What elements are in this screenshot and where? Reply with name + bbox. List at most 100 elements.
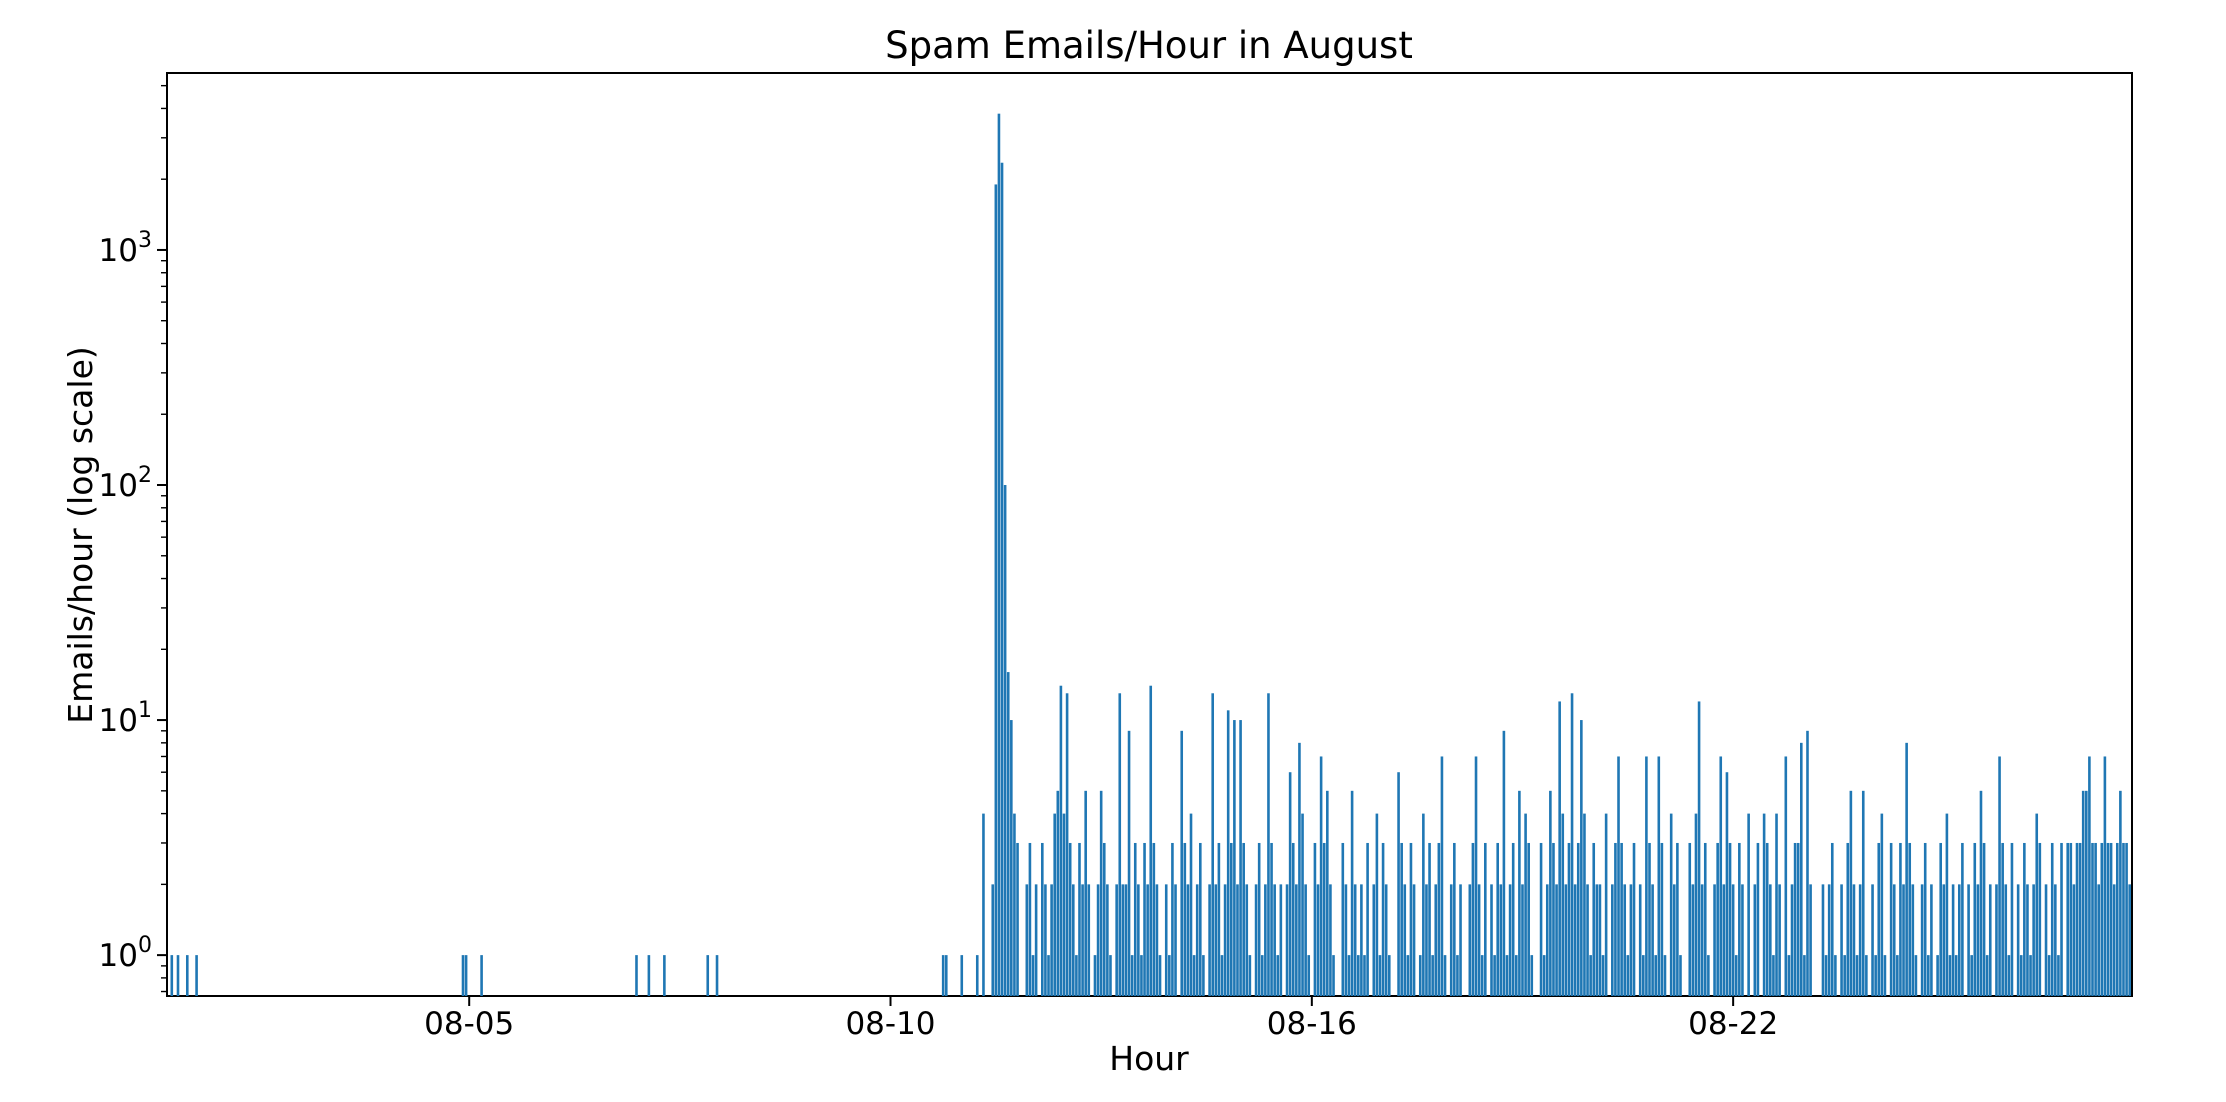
bar	[991, 884, 995, 996]
bar	[1762, 813, 1766, 996]
bar	[1068, 842, 1072, 996]
bar	[1171, 842, 1174, 996]
bar	[1010, 720, 1013, 996]
bar	[1505, 955, 1509, 996]
bar	[1084, 790, 1087, 996]
bar	[1360, 884, 1363, 996]
bar	[1883, 955, 1887, 996]
bar	[1561, 813, 1565, 996]
bar	[1800, 742, 1803, 996]
x-tick-label: 08-10	[845, 1006, 935, 1042]
bar	[1669, 813, 1673, 996]
bar	[1412, 884, 1416, 996]
bar	[1363, 955, 1366, 996]
bar	[1787, 955, 1791, 996]
bar	[2066, 842, 2070, 996]
bar	[1514, 955, 1518, 996]
bar	[1586, 884, 1589, 996]
bar	[1539, 842, 1543, 996]
bar	[2035, 813, 2039, 996]
bar	[1734, 955, 1738, 996]
bar	[1431, 955, 1434, 996]
bar	[1592, 842, 1596, 996]
bar	[1611, 884, 1614, 996]
bar	[1229, 842, 1233, 996]
bar	[1595, 884, 1599, 996]
bar	[1694, 813, 1698, 996]
bar	[1065, 693, 1069, 996]
bar	[1016, 842, 1019, 996]
bar	[1676, 842, 1679, 996]
bar	[1400, 842, 1403, 996]
bar	[1849, 790, 1853, 996]
bar	[1422, 813, 1425, 996]
bar	[1583, 813, 1586, 996]
bar	[1000, 162, 1004, 997]
bar	[1945, 813, 1949, 996]
bar	[1313, 842, 1317, 996]
bar	[1657, 756, 1661, 996]
bar	[1703, 842, 1707, 996]
bar	[1220, 955, 1224, 996]
bar	[1784, 756, 1788, 996]
bar	[647, 955, 651, 996]
bar	[1939, 842, 1942, 996]
bar	[1697, 701, 1701, 996]
bar	[1474, 756, 1478, 996]
bar	[1326, 790, 1329, 996]
bar	[1846, 842, 1850, 996]
bar	[1267, 693, 1270, 996]
bar	[944, 955, 948, 996]
bar	[1549, 790, 1552, 996]
bar	[2001, 842, 2004, 996]
bar	[1127, 730, 1131, 996]
bar	[1889, 842, 1893, 996]
bar	[1527, 842, 1530, 996]
bar	[1496, 842, 1499, 996]
bar	[1756, 842, 1760, 996]
bar	[1276, 955, 1280, 996]
bar	[2069, 842, 2073, 996]
bar	[715, 955, 719, 996]
bar	[1456, 955, 1459, 996]
bar	[1056, 790, 1060, 996]
bar	[2010, 842, 2014, 996]
x-tick-label: 08-22	[1688, 1006, 1778, 1042]
bar	[1471, 842, 1475, 996]
bar	[1793, 842, 1797, 996]
bar	[2109, 842, 2113, 996]
y-tick-label: 100	[99, 933, 152, 974]
bar	[1449, 884, 1453, 996]
bar	[1183, 842, 1187, 996]
bar	[1725, 772, 1729, 996]
bar	[1747, 813, 1750, 996]
bar	[1217, 842, 1221, 996]
y-tick-exponent: 3	[138, 228, 152, 253]
bar	[2094, 842, 2097, 996]
bar	[1152, 842, 1156, 996]
bar	[1970, 955, 1973, 996]
bar	[1936, 955, 1939, 996]
bar	[461, 955, 465, 996]
bar	[1508, 884, 1512, 996]
bar	[1700, 884, 1704, 996]
bar	[1790, 884, 1794, 996]
bar	[1570, 693, 1574, 996]
bar	[1298, 742, 1301, 996]
bar	[1796, 842, 1800, 996]
bar	[1480, 955, 1484, 996]
bar	[1443, 955, 1447, 996]
bar	[1654, 955, 1657, 996]
bar	[1871, 884, 1874, 996]
bar	[982, 813, 985, 996]
bar	[1372, 884, 1376, 996]
bar	[1133, 842, 1137, 996]
bar	[2128, 884, 2131, 996]
bar	[464, 955, 468, 996]
bar	[1617, 756, 1620, 996]
bar	[2023, 842, 2026, 996]
bar	[1716, 842, 1719, 996]
bar	[1121, 884, 1125, 996]
bar	[2097, 884, 2100, 996]
